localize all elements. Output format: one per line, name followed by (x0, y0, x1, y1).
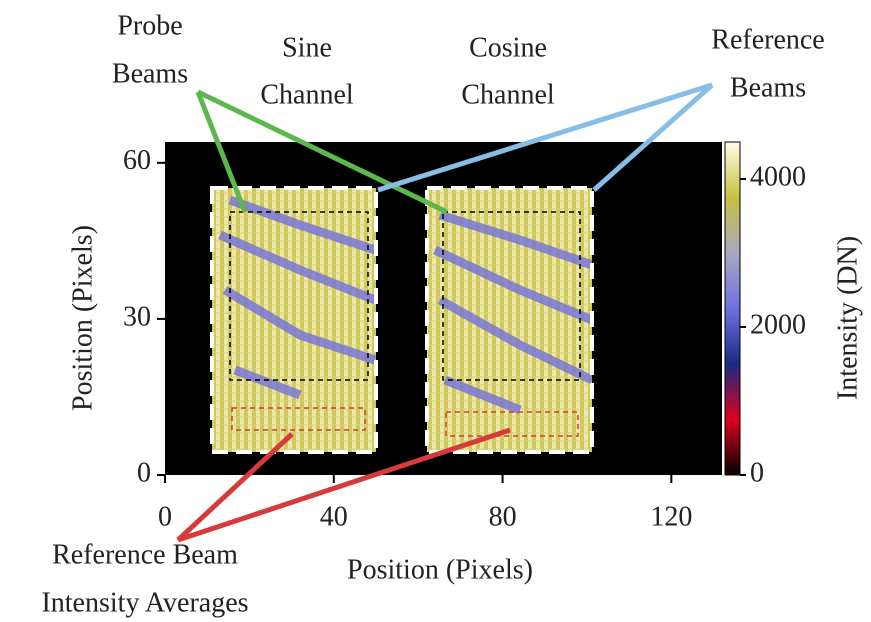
annotation-pointer (195, 91, 248, 213)
colorbar (724, 141, 741, 476)
annotation-text: Cosine (469, 32, 547, 63)
colorbar-tick-label: 4000 (750, 161, 806, 192)
annotation-pointer (177, 427, 511, 543)
x-axis-label: Position (Pixels) (347, 554, 533, 585)
annotation-text: Beams (730, 72, 806, 103)
annotation-text: Reference (711, 24, 824, 55)
annotation-text: Beams (112, 58, 188, 89)
annotation-text: Probe (117, 10, 182, 41)
annotation-text: Channel (260, 79, 354, 110)
x-tick-label: 40 (320, 501, 348, 532)
y-tick-label: 60 (123, 145, 151, 176)
x-tick-label: 80 (489, 501, 517, 532)
x-tick-label: 120 (650, 501, 692, 532)
annotation-text: Intensity Averages (41, 587, 248, 618)
annotation-text: Reference Beam (52, 539, 238, 570)
annotation-pointer (592, 83, 714, 192)
y-axis-label: Position (Pixels) (67, 225, 98, 411)
annotation-text: Channel (461, 79, 555, 110)
annotation-text: Sine (282, 32, 332, 63)
x-tick-label: 0 (158, 501, 172, 532)
colorbar-tick-label: 2000 (750, 309, 806, 340)
cosine-channel-image (427, 188, 592, 452)
annotation-pointer (377, 82, 713, 193)
annotation-pointer (196, 89, 449, 215)
region-outlines (210, 186, 594, 454)
y-tick-label: 30 (123, 301, 151, 332)
y-tick-label: 0 (137, 457, 151, 488)
sine-channel-image (212, 188, 376, 452)
colorbar-label: Intensity (DN) (832, 236, 863, 400)
colorbar-tick-label: 0 (750, 457, 764, 488)
annotation-pointer (176, 432, 294, 542)
